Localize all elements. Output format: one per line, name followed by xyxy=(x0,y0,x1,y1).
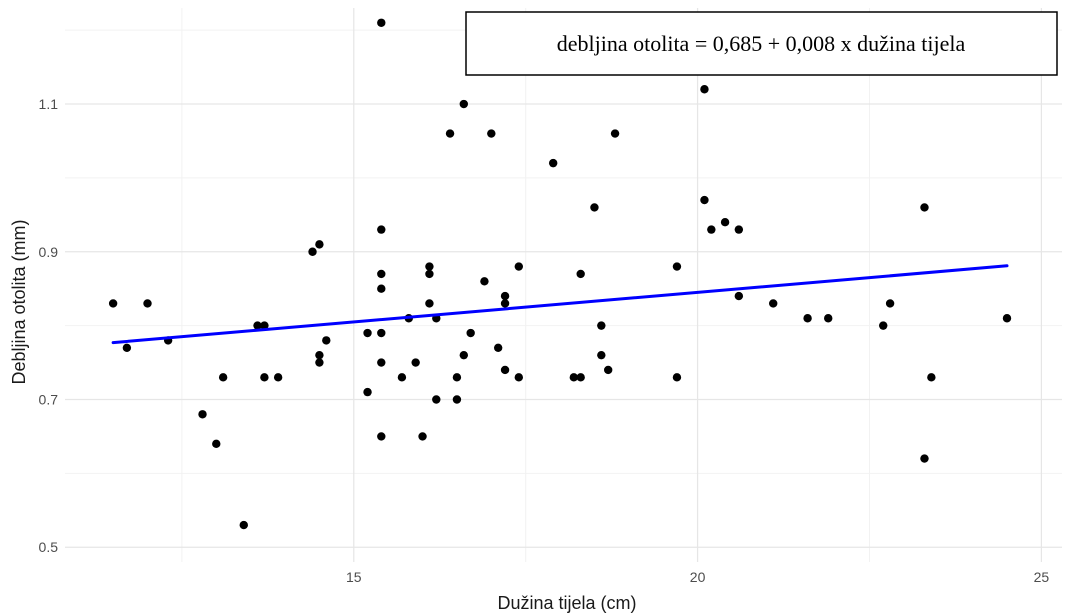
data-point xyxy=(603,365,613,375)
data-point xyxy=(425,262,434,271)
data-point xyxy=(597,321,606,330)
data-point xyxy=(803,314,812,323)
y-tick-label: 1.1 xyxy=(39,96,59,112)
data-point xyxy=(480,277,489,286)
data-point xyxy=(920,454,929,463)
x-tick-label: 25 xyxy=(1034,569,1050,585)
data-point xyxy=(576,269,585,279)
data-point xyxy=(734,225,744,234)
data-point xyxy=(514,262,524,271)
data-point xyxy=(672,373,682,382)
data-point xyxy=(377,358,386,367)
data-point xyxy=(445,129,455,138)
major-grid xyxy=(65,8,1062,562)
data-point xyxy=(260,321,269,330)
x-tick-labels: 15 20 25 xyxy=(346,569,1049,585)
data-point xyxy=(273,373,283,382)
data-point xyxy=(377,284,386,293)
data-point xyxy=(377,18,386,27)
data-point xyxy=(363,387,372,397)
data-point xyxy=(377,269,386,279)
data-point xyxy=(425,299,434,308)
data-point xyxy=(734,291,744,301)
data-point xyxy=(198,410,207,419)
data-point xyxy=(500,365,510,375)
data-point xyxy=(597,350,606,360)
data-point xyxy=(500,299,510,308)
data-point xyxy=(700,195,709,205)
data-point xyxy=(425,269,434,279)
x-axis-title: Dužina tijela (cm) xyxy=(497,593,636,613)
data-point xyxy=(377,225,386,234)
y-tick-label: 0.7 xyxy=(39,391,59,407)
minor-grid xyxy=(65,8,1062,562)
data-point xyxy=(212,439,221,449)
data-point xyxy=(487,129,496,138)
data-point xyxy=(377,328,386,338)
data-point xyxy=(610,129,620,138)
data-point xyxy=(315,350,324,360)
data-point xyxy=(308,247,317,256)
data-point xyxy=(363,328,372,338)
data-point xyxy=(459,350,468,360)
data-point xyxy=(700,85,709,94)
data-point xyxy=(466,328,475,338)
data-point xyxy=(322,336,331,345)
y-tick-labels: 0.5 0.7 0.9 1.1 xyxy=(39,96,59,555)
data-point xyxy=(885,299,895,308)
data-point xyxy=(720,218,730,227)
data-point xyxy=(769,299,778,308)
data-point xyxy=(377,432,386,441)
data-points xyxy=(108,18,1012,530)
data-point xyxy=(397,373,407,382)
data-point xyxy=(548,158,558,168)
x-tick-label: 15 xyxy=(346,569,362,585)
data-point xyxy=(122,343,132,352)
data-point xyxy=(920,203,929,212)
data-point xyxy=(239,520,248,530)
data-point xyxy=(452,395,462,404)
equation-annotation: debljina otolita = 0,685 + 0,008 x dužin… xyxy=(465,11,1058,76)
y-tick-label: 0.5 xyxy=(39,539,59,555)
y-axis-title: Debljina otolita (mm) xyxy=(9,219,29,384)
data-point xyxy=(514,373,524,382)
equation-text: debljina otolita = 0,685 + 0,008 x dužin… xyxy=(557,31,966,56)
data-point xyxy=(500,291,510,301)
data-point xyxy=(879,321,888,330)
data-point xyxy=(143,299,152,308)
data-point xyxy=(411,358,420,367)
equation-box xyxy=(465,11,1058,76)
data-point xyxy=(493,343,503,352)
data-point xyxy=(253,321,262,330)
data-point xyxy=(432,395,441,404)
regression-line xyxy=(111,264,1009,345)
data-point xyxy=(452,373,462,382)
data-point xyxy=(824,314,833,323)
data-point xyxy=(315,240,324,249)
y-tick-label: 0.9 xyxy=(39,244,59,260)
data-point xyxy=(927,373,936,382)
data-point xyxy=(260,373,269,382)
data-point xyxy=(1002,314,1012,323)
x-tick-label: 20 xyxy=(690,569,706,585)
data-point xyxy=(576,373,585,382)
data-point xyxy=(218,373,228,382)
data-point xyxy=(707,225,716,234)
data-point xyxy=(418,432,427,441)
data-point xyxy=(315,358,324,367)
data-point xyxy=(108,299,118,308)
data-point xyxy=(459,99,468,109)
data-point xyxy=(672,262,682,271)
data-point xyxy=(569,373,579,382)
data-point xyxy=(590,203,599,212)
